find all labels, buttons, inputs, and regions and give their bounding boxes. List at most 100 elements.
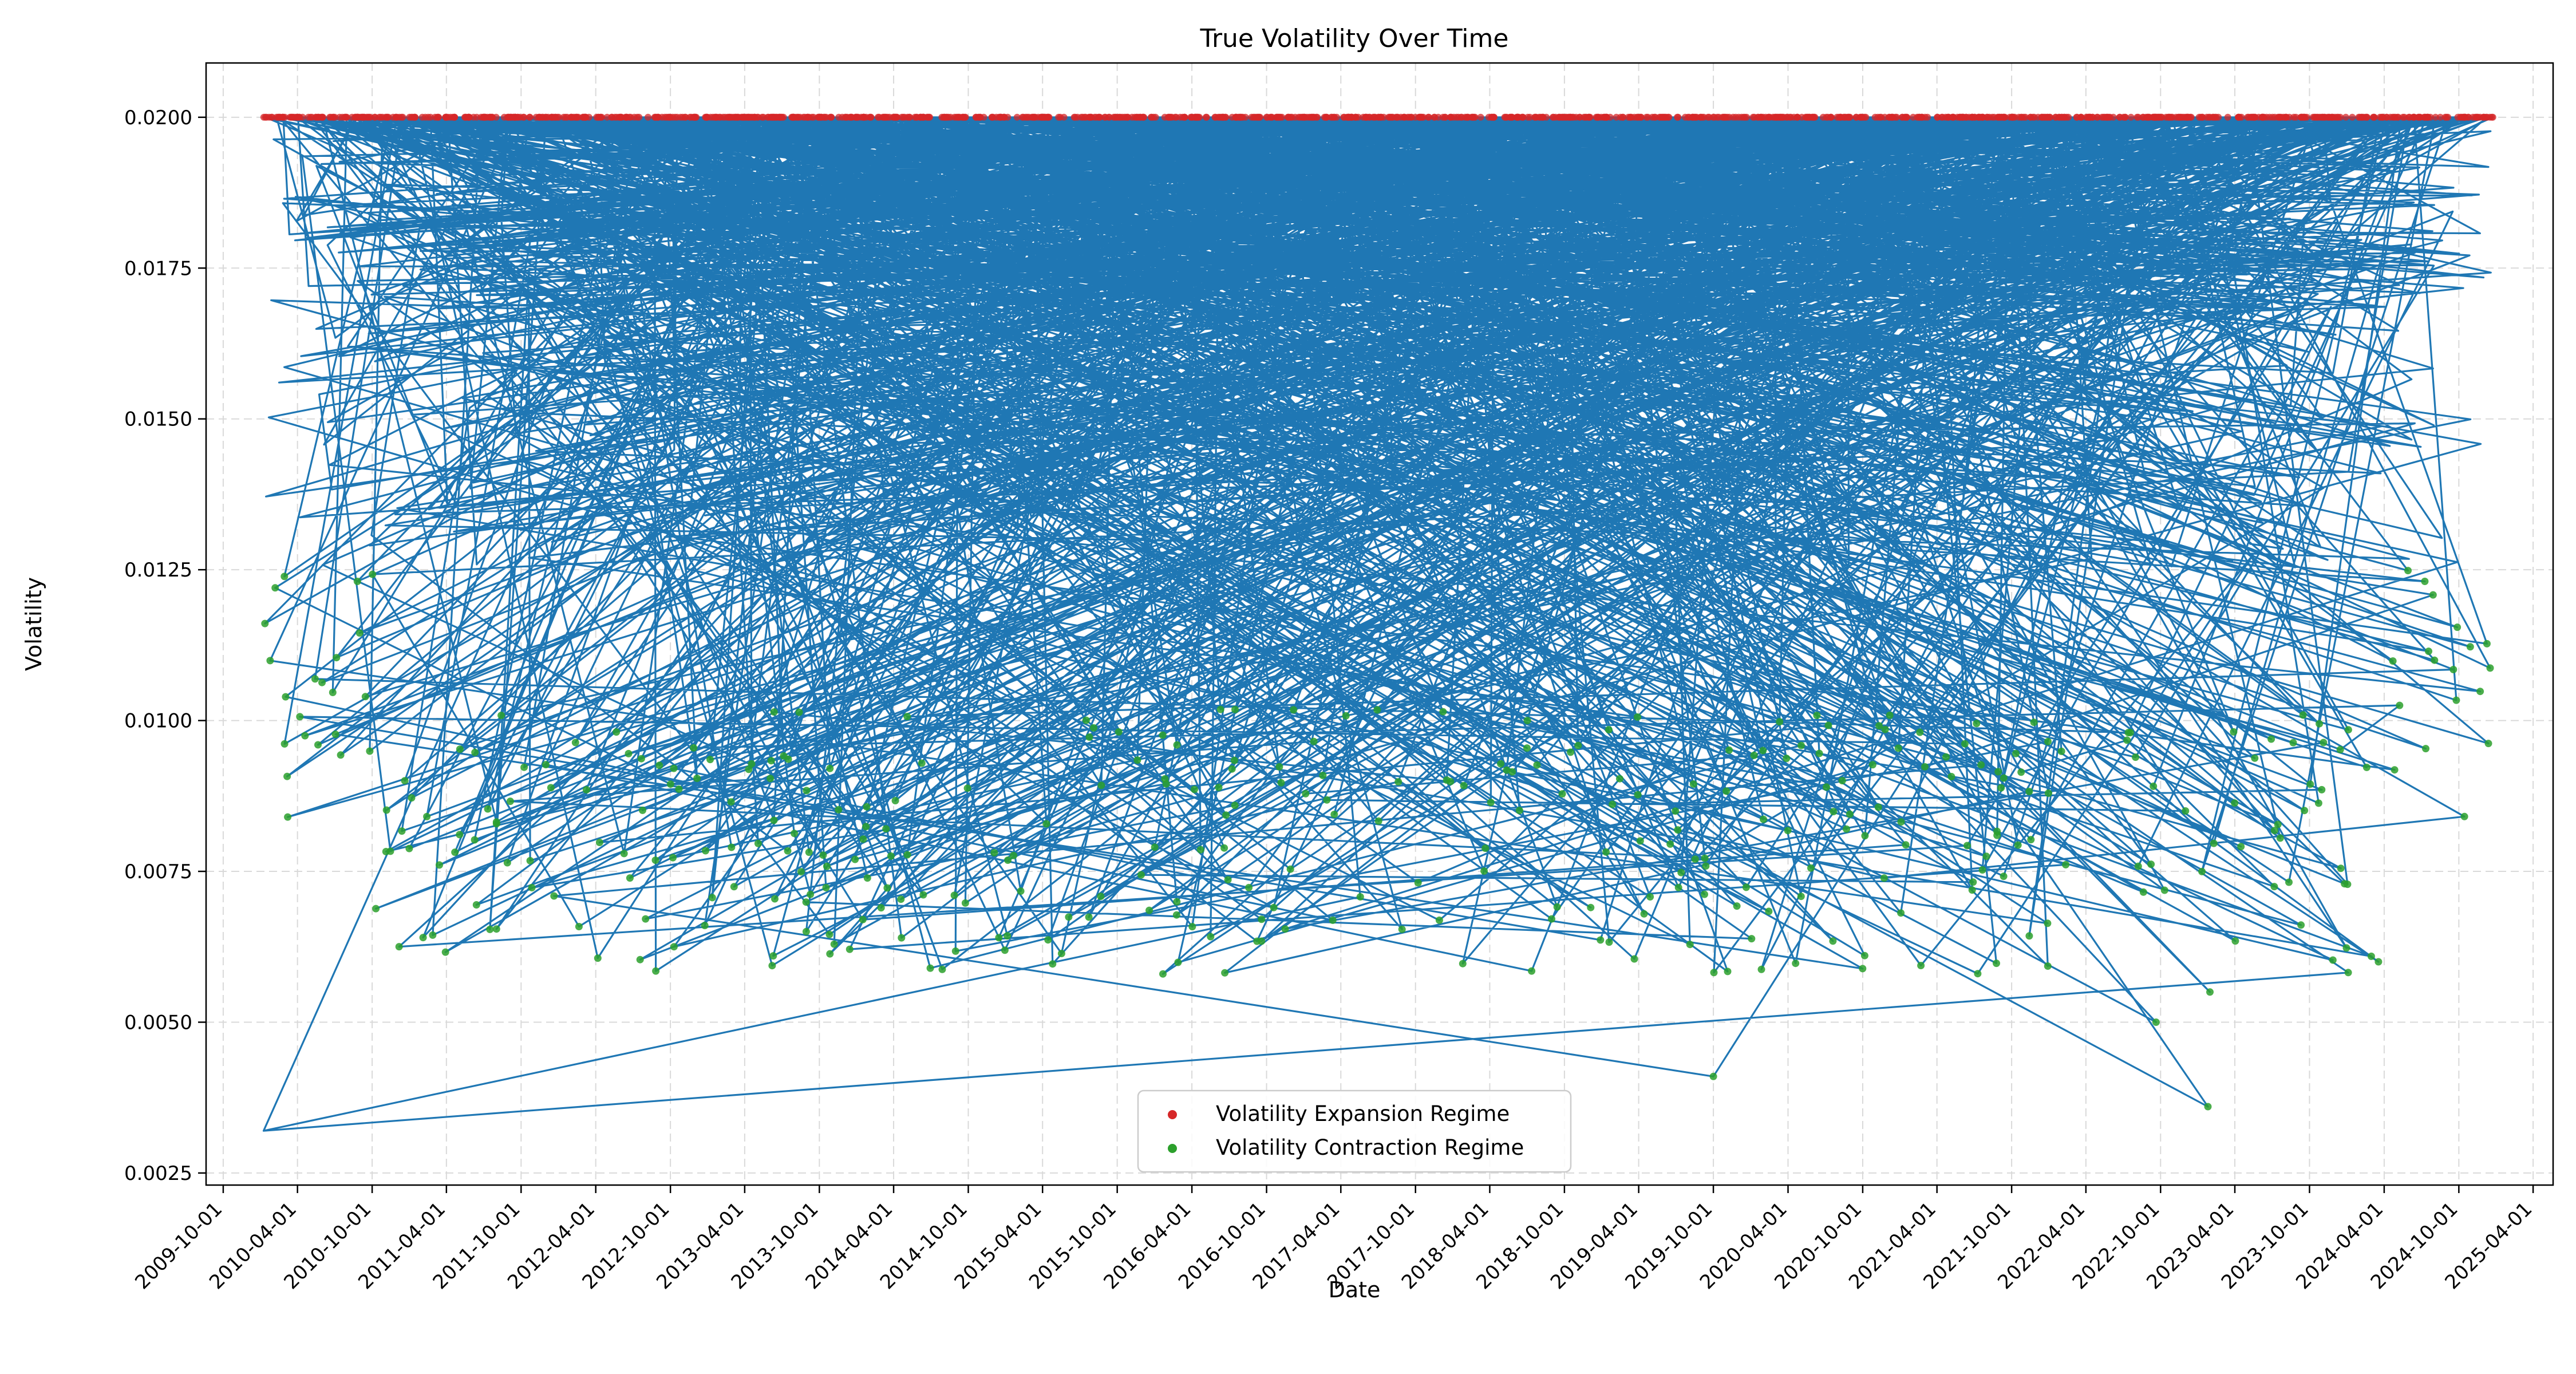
contraction-regime-point [2017,768,2025,776]
contraction-regime-point [626,874,634,882]
contraction-regime-point [441,948,449,956]
contraction-regime-point [961,899,969,907]
contraction-regime-point [1172,911,1180,919]
expansion-regime-point [1681,113,1689,121]
contraction-regime-point [2230,728,2238,736]
expansion-regime-point [796,113,804,121]
expansion-regime-point [1735,113,1743,121]
contraction-regime-point [669,854,677,862]
expansion-regime-point [653,113,660,121]
contraction-regime-point [1017,887,1025,895]
expansion-regime-point [732,113,739,121]
contraction-regime-point [2198,867,2206,875]
contraction-regime-point [1270,903,1278,911]
contraction-regime-point [1215,783,1223,791]
contraction-regime-point [670,764,678,772]
expansion-regime-point [645,113,651,121]
expansion-regime-point [1539,113,1547,121]
contraction-regime-point [770,708,778,716]
contraction-regime-point [1443,776,1451,784]
contraction-regime-point [1587,903,1595,911]
contraction-regime-point [492,818,500,826]
contraction-regime-point [1859,965,1867,973]
expansion-regime-point [2089,113,2096,121]
contraction-regime-point [1963,842,1971,850]
expansion-regime-point [1267,113,1274,121]
contraction-regime-point [1231,802,1239,810]
contraction-regime-point [666,780,674,788]
expansion-regime-point [1649,113,1656,121]
contraction-regime-point [1548,915,1555,923]
contraction-regime-point [2486,664,2494,672]
contraction-regime-point [2344,726,2352,734]
expansion-regime-point [2469,113,2476,121]
contraction-regime-point [830,940,838,948]
contraction-regime-point [1330,811,1338,818]
expansion-regime-point [1637,113,1645,121]
contraction-regime-point [1277,779,1285,787]
contraction-regime-point [1460,781,1468,789]
contraction-regime-point [1503,766,1511,774]
expansion-regime-point [2409,113,2417,121]
expansion-regime-point [913,113,920,121]
contraction-regime-point [1874,803,1882,811]
contraction-regime-point [1553,903,1561,911]
expansion-regime-point [359,113,367,121]
contraction-regime-point [1290,706,1298,714]
contraction-regime-point [797,868,805,876]
contraction-regime-point [1508,768,1516,776]
expansion-regime-point [2101,113,2108,121]
contraction-regime-point [2152,1018,2160,1026]
contraction-regime-point [903,713,911,721]
contraction-regime-point [1459,960,1467,968]
contraction-regime-point [1742,883,1750,891]
expansion-regime-point [677,113,684,121]
contraction-regime-point [1880,874,1888,882]
expansion-regime-point [2349,113,2356,121]
contraction-regime-point [1634,791,1642,799]
contraction-regime-point [2341,880,2349,888]
contraction-regime-point [2421,578,2429,585]
contraction-regime-point [2285,878,2293,886]
legend[interactable]: Volatility Expansion Regime Volatility C… [1137,1089,1572,1173]
expansion-regime-point [2127,113,2135,121]
expansion-regime-point [1408,113,1415,121]
contraction-regime-point [2396,701,2404,709]
contraction-regime-point [1783,755,1791,763]
expansion-regime-point [2084,113,2091,121]
contraction-regime-point [520,763,528,771]
expansion-regime-point [943,113,951,121]
expansion-regime-point [2383,113,2391,121]
contraction-regime-point [2270,883,2278,891]
expansion-regime-point [891,113,898,121]
expansion-regime-point [874,113,882,121]
expansion-regime-point [2017,113,2025,121]
expansion-regime-point [1835,113,1843,121]
legend-marker-expansion [1168,1110,1177,1119]
expansion-regime-point [330,113,337,121]
expansion-regime-point [1984,113,1991,121]
expansion-regime-point [1507,113,1514,121]
expansion-regime-point [1045,113,1053,121]
contraction-regime-point [995,934,1003,942]
contraction-regime-point [2147,860,2155,868]
expansion-regime-point [2432,113,2439,121]
expansion-regime-point [1321,113,1328,121]
expansion-regime-point [392,113,400,121]
contraction-regime-point [825,930,833,938]
contraction-regime-point [1634,713,1641,721]
contraction-regime-point [2057,747,2065,755]
expansion-regime-point [1085,113,1093,121]
expansion-regime-point [554,113,561,121]
expansion-regime-point [1362,113,1369,121]
contraction-regime-point [2270,827,2278,835]
legend-label-expansion: Volatility Expansion Regime [1216,1101,1510,1126]
contraction-regime-point [456,745,464,753]
contraction-regime-point [625,749,633,757]
contraction-regime-point [1760,815,1767,823]
expansion-regime-point [1276,113,1283,121]
contraction-regime-point [1065,913,1073,921]
contraction-regime-point [791,830,799,838]
contraction-regime-point [2337,864,2345,872]
expansion-regime-point [1945,113,1952,121]
